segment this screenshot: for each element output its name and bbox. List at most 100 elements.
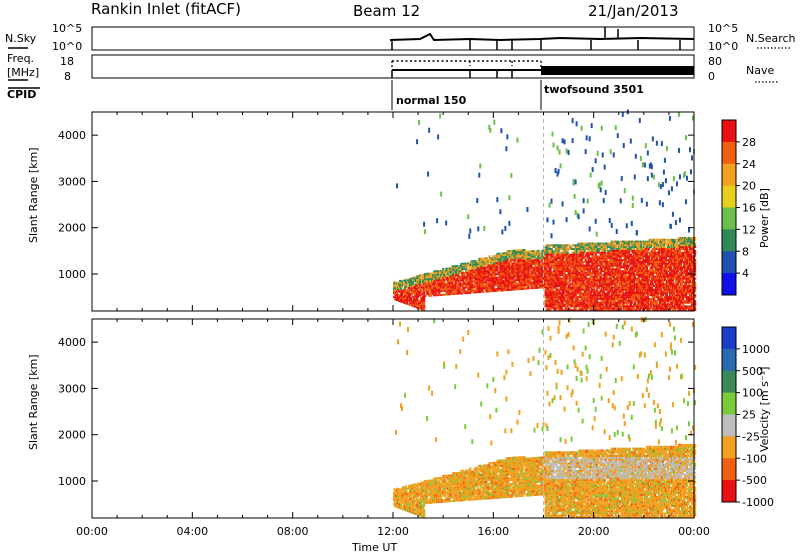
range-cell: [618, 303, 621, 306]
range-cell: [554, 257, 557, 260]
range-cell: [624, 272, 627, 274]
range-cell: [497, 286, 500, 288]
range-cell: [580, 125, 583, 131]
range-cell: [594, 307, 597, 310]
range-cell: [592, 288, 595, 291]
range-cell: [409, 281, 412, 284]
range-cell: [546, 255, 549, 258]
range-cell: [409, 283, 412, 286]
range-cell: [573, 261, 576, 263]
range-cell: [442, 277, 445, 280]
range-cell: [637, 296, 641, 299]
range-cell: [605, 288, 608, 291]
range-cell: [545, 251, 548, 254]
range-cell: [638, 273, 642, 276]
range-cell: [472, 287, 475, 290]
range-cell: [623, 268, 626, 271]
range-cell: [573, 257, 576, 260]
range-cell: [499, 209, 502, 215]
range-cell: [489, 260, 492, 263]
range-cell: [563, 305, 566, 308]
range-cell: [575, 253, 578, 256]
range-cell: [580, 259, 583, 262]
range-cell: [607, 249, 610, 252]
range-cell: [599, 257, 602, 260]
range-cell: [538, 262, 541, 265]
range-cell: [403, 298, 406, 300]
range-cell: [589, 257, 592, 260]
range-cell: [590, 288, 593, 291]
range-cell: [610, 281, 613, 284]
range-cell: [399, 291, 402, 293]
range-cell: [467, 269, 470, 272]
range-cell: [580, 273, 583, 276]
range-cell: [417, 306, 420, 309]
range-cell: [511, 255, 514, 258]
range-cell: [444, 271, 447, 274]
range-cell: [602, 309, 605, 311]
range-cell: [631, 262, 634, 265]
range-cell: [540, 269, 543, 272]
range-cell: [619, 285, 622, 287]
range-cell: [596, 251, 599, 254]
range-cell: [471, 278, 474, 281]
range-cell: [470, 271, 473, 274]
range-cell: [584, 244, 587, 247]
range-cell: [506, 289, 509, 291]
range-cell: [514, 257, 517, 259]
range-cell: [599, 273, 602, 276]
range-cell: [571, 257, 574, 260]
range-cell: [599, 275, 602, 278]
range-cell: [461, 268, 464, 271]
range-cell: [422, 284, 425, 287]
nsky-right-tick-top: 10^5: [708, 22, 738, 35]
cpid-mode-twofsound: twofsound 3501: [544, 83, 644, 96]
range-cell: [612, 152, 615, 158]
range-cell: [531, 259, 534, 262]
range-cell: [488, 255, 491, 258]
range-cell: [445, 291, 448, 294]
range-cell: [496, 197, 499, 203]
range-cell: [620, 176, 623, 182]
range-cell: [601, 299, 604, 302]
range-cell: [525, 278, 528, 281]
range-cell: [458, 266, 461, 269]
range-cell: [615, 253, 618, 256]
range-cell: [438, 275, 441, 278]
range-cell: [404, 283, 407, 286]
range-cell: [575, 309, 578, 311]
range-cell: [586, 296, 589, 299]
range-cell: [442, 290, 445, 293]
range-cell: [576, 283, 579, 286]
range-cell: [416, 284, 419, 287]
range-cell: [421, 308, 424, 311]
range-cell: [467, 214, 470, 220]
range-cell: [621, 285, 624, 287]
range-cell: [565, 217, 568, 223]
range-cell: [433, 294, 436, 297]
range-cell: [606, 281, 609, 284]
range-cell: [551, 286, 554, 289]
range-cell: [632, 246, 635, 249]
range-cell: [591, 264, 594, 267]
cpid-strip: CPID normal 150 twofsound 3501: [7, 80, 644, 110]
range-cell: [401, 291, 404, 294]
range-cell: [477, 263, 480, 266]
range-cell: [569, 257, 572, 260]
range-cell: [612, 301, 615, 304]
range-cell: [595, 273, 598, 276]
range-cell: [545, 301, 548, 304]
nsky-trace: [389, 32, 695, 42]
range-cell: [619, 198, 622, 204]
range-cell: [605, 285, 608, 287]
range-cell: [637, 277, 641, 280]
range-cell: [530, 265, 533, 267]
range-cell: [615, 248, 618, 250]
range-cell: [594, 218, 597, 224]
range-cell: [548, 299, 551, 302]
range-cell: [550, 277, 553, 280]
range-cell: [561, 285, 564, 287]
range-cell: [435, 292, 438, 295]
range-cell: [639, 253, 643, 256]
range-cell: [614, 246, 617, 249]
